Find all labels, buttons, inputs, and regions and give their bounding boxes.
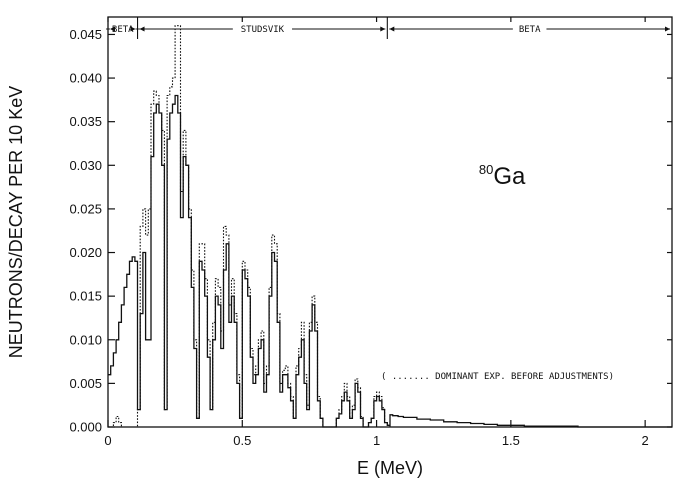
y-tick-label-4: 0.020 [69,245,102,260]
region-arrowhead-right-1 [380,26,386,32]
x-tick-label-0: 0 [104,433,111,448]
y-axis-title: NEUTRONS/DECAY PER 10 KeV [6,86,26,358]
y-tick-label-7: 0.035 [69,114,102,129]
y-tick-label-5: 0.025 [69,201,102,216]
isotope-element: Ga [493,163,526,190]
y-tick-label-8: 0.040 [69,71,102,86]
region-arrowhead-left-2 [389,26,395,32]
region-arrowhead-right-0 [130,26,136,32]
series-layer [108,25,672,428]
region-arrowhead-left-0 [110,26,115,32]
x-tick-label-1: 0.5 [233,433,251,448]
y-tick-label-2: 0.010 [69,332,102,347]
isotope-annotation: 80Ga [479,162,526,190]
region-label-0: BETA [112,25,134,35]
plot-frame [107,16,673,428]
legend-note: ( ....... DOMINANT EXP. BEFORE ADJUSTMEN… [381,372,614,382]
x-tick-label-2: 1 [373,433,380,448]
x-tick-label-3: 1.5 [502,433,520,448]
tick-labels: 0 0.5 1 1.5 2 0.000 0.005 0.010 0.015 0.020 0.025 0… [69,27,648,448]
isotope-mass-number: 80 [479,162,493,177]
y-tick-label-6: 0.030 [69,158,102,173]
x-tick-label-4: 2 [642,433,649,448]
axis-frame [107,16,673,428]
series-dotted-line [108,25,391,428]
region-label-1: STUDSVIK [241,25,285,35]
region-markers: BETA STUDSVIK BETA [105,17,670,39]
x-axis-title: E (MeV) [357,458,423,478]
region-arrowhead-left-1 [139,26,145,32]
region-arrowhead-right-2 [665,26,670,32]
y-tick-label-1: 0.005 [69,376,102,391]
region-label-2: BETA [519,25,541,35]
y-tick-label-3: 0.015 [69,289,102,304]
y-tick-label-9: 0.045 [69,27,102,42]
y-tick-label-0: 0.000 [69,420,102,435]
